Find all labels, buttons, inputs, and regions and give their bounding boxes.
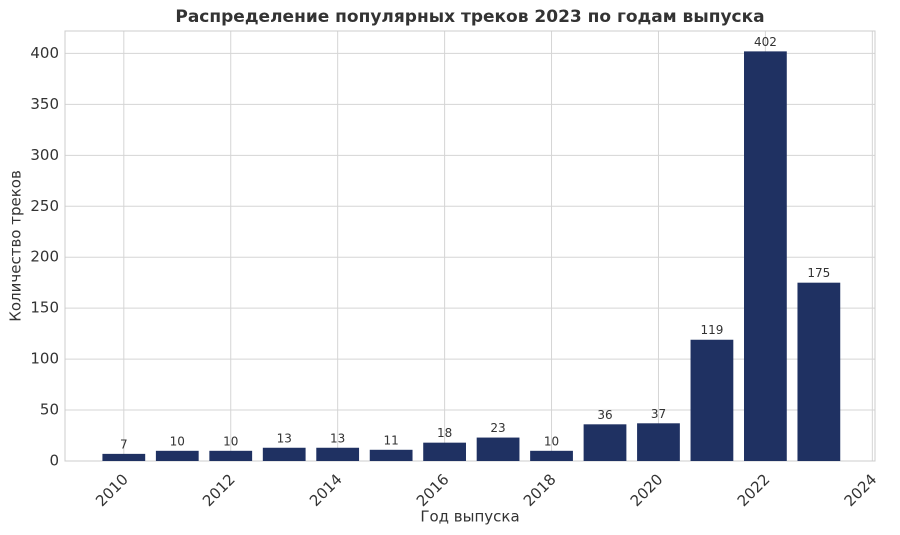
value-label: 37 — [651, 407, 666, 421]
y-tick-label: 400 — [30, 44, 59, 62]
value-label: 18 — [437, 426, 452, 440]
value-label: 7 — [120, 437, 128, 451]
value-label: 11 — [383, 433, 398, 447]
bar — [209, 450, 253, 461]
bar — [476, 437, 520, 461]
bar — [583, 424, 627, 461]
chart-title: Распределение популярных треков 2023 по … — [175, 7, 764, 27]
bar — [637, 423, 680, 461]
bar — [102, 453, 146, 461]
bar — [690, 339, 734, 461]
y-tick-label: 300 — [30, 146, 59, 164]
y-tick-label: 0 — [49, 452, 59, 470]
y-tick-label: 250 — [30, 197, 59, 215]
y-tick-label: 200 — [30, 248, 59, 266]
bar — [423, 442, 466, 461]
value-label: 402 — [754, 35, 777, 49]
bar — [530, 450, 573, 461]
value-label: 119 — [700, 323, 723, 337]
y-tick-label: 350 — [30, 95, 59, 113]
y-tick-label: 50 — [40, 401, 59, 419]
value-label: 10 — [544, 434, 559, 448]
value-label: 175 — [807, 266, 830, 280]
value-label: 23 — [490, 421, 505, 435]
value-label: 36 — [597, 408, 612, 422]
bar — [797, 282, 841, 461]
bar — [155, 450, 199, 461]
x-axis-label: Год выпуска — [420, 508, 519, 526]
y-tick-label: 100 — [30, 350, 59, 368]
value-label: 13 — [277, 431, 292, 445]
value-label: 13 — [330, 431, 345, 445]
bar — [369, 449, 413, 461]
bar — [316, 447, 360, 461]
value-label: 10 — [223, 434, 238, 448]
plot-frame — [64, 30, 876, 462]
y-tick-label: 150 — [30, 299, 59, 317]
bar — [744, 51, 787, 461]
value-label: 10 — [170, 434, 185, 448]
bar — [262, 447, 306, 461]
y-axis-label: Количество треков — [7, 170, 25, 322]
